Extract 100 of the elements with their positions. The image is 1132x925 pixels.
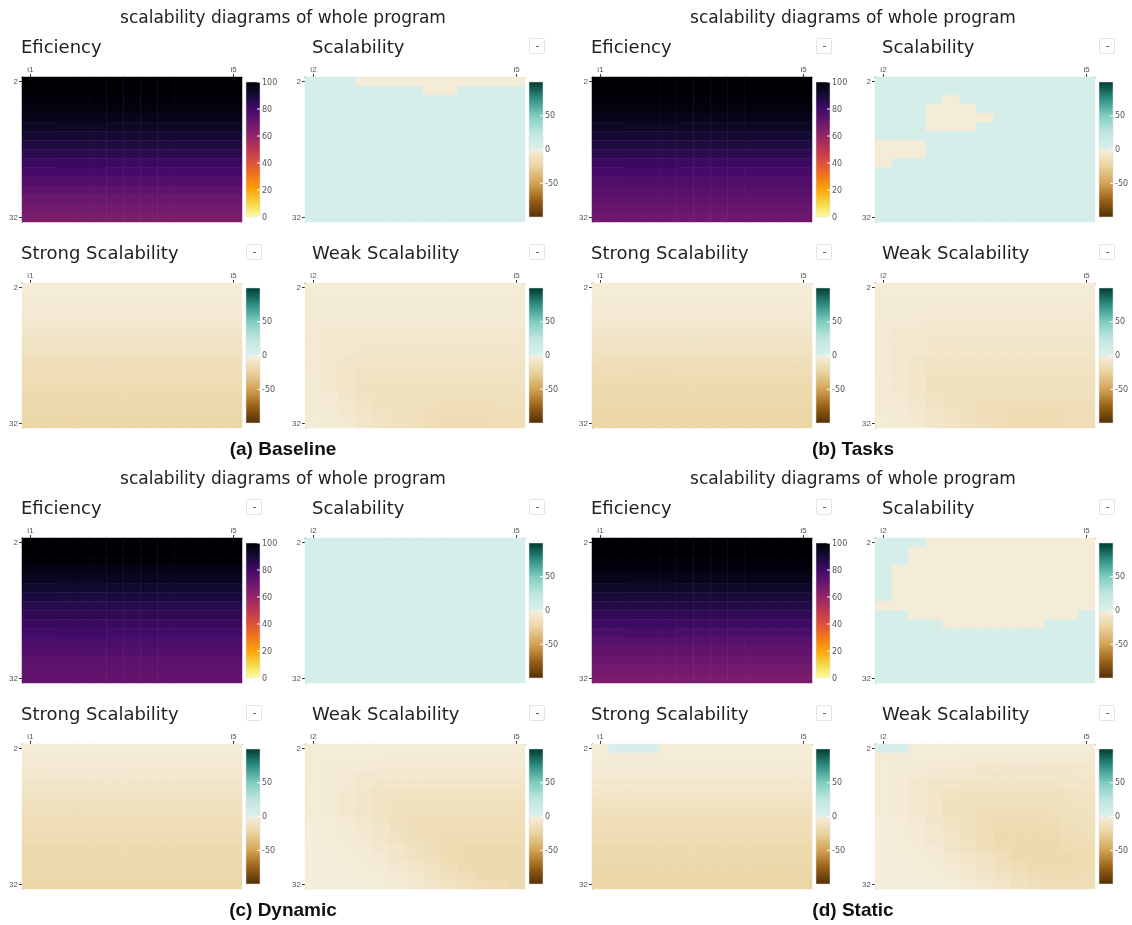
x-tick-label: i5 (513, 731, 521, 741)
chart-title: Weak Scalability (882, 241, 1030, 263)
x-tick-label: i5 (230, 64, 238, 74)
color-bar-label: -50 (832, 384, 846, 394)
color-bar-label: 40 (832, 619, 843, 629)
text: scalability diagrams of whole program (689, 468, 1017, 488)
text: scalability diagrams of whole program (689, 7, 1017, 27)
y-tick-label: 32 (862, 212, 872, 222)
x-tick-label: i5 (230, 270, 238, 280)
chart-title: Strong Scalability (591, 702, 749, 724)
color-bar-label: -50 (545, 384, 559, 394)
x-tick-label: i5 (800, 270, 808, 280)
chart-title: Scalability (882, 35, 975, 57)
color-bar-label: 100 (832, 538, 848, 548)
color-bar-label: 50 (832, 778, 843, 788)
chart-title: Scalability (882, 496, 975, 518)
color-bar-label: 20 (262, 185, 273, 195)
color-bar-label: 0 (1115, 351, 1121, 360)
color-bar-label: 50 (1115, 111, 1126, 121)
chart-title: Eficiency (21, 496, 102, 518)
color-bar-label: 100 (832, 77, 848, 87)
color-bar-label: 60 (262, 131, 273, 141)
color-bar-label: 0 (262, 812, 268, 821)
color-bar-label: 50 (1115, 572, 1126, 582)
chart-title: Strong Scalability (591, 241, 749, 263)
text: (a) Baseline (228, 438, 338, 460)
color-bar-label: 50 (545, 317, 556, 327)
y-tick-label: 2 (866, 77, 872, 87)
color-bar-label: -50 (1115, 178, 1129, 188)
x-tick-label: i5 (513, 525, 521, 535)
color-bar-label: 50 (262, 778, 273, 788)
color-bar-label: -50 (545, 178, 559, 188)
y-tick-label: 32 (862, 673, 872, 683)
x-tick-label: i2 (880, 270, 888, 280)
x-tick-label: i2 (880, 64, 888, 74)
color-bar-label: 0 (832, 351, 838, 360)
color-bar-label: 60 (262, 592, 273, 602)
text: scalability diagrams of whole program (119, 468, 447, 488)
y-tick-label: 32 (579, 879, 589, 889)
color-bar-label: -50 (545, 845, 559, 855)
y-tick-label: 2 (296, 744, 302, 754)
x-tick-label: i5 (1083, 731, 1091, 741)
text: (b) Tasks (811, 438, 895, 460)
x-tick-label: i5 (1083, 525, 1091, 535)
color-bar-label: 50 (1115, 778, 1126, 788)
color-bar-label: 0 (262, 351, 268, 360)
y-tick-label: 2 (13, 77, 19, 87)
y-tick-label: 2 (583, 744, 589, 754)
x-tick-label: i5 (1083, 270, 1091, 280)
color-bar-label: 0 (1115, 606, 1121, 615)
color-bar-label: 40 (832, 158, 843, 168)
color-bar-label: -50 (1115, 845, 1129, 855)
chart-title: Eficiency (21, 35, 102, 57)
color-bar-label: 80 (832, 565, 843, 575)
y-tick-label: 32 (292, 879, 302, 889)
y-tick-label: 2 (866, 744, 872, 754)
y-tick-label: 32 (9, 879, 19, 889)
x-tick-label: i2 (880, 731, 888, 741)
x-tick-label: i5 (800, 64, 808, 74)
color-bar-label: 20 (262, 646, 273, 656)
x-tick-label: i1 (27, 64, 35, 74)
color-bar-label: 60 (832, 592, 843, 602)
y-tick-label: 32 (292, 418, 302, 428)
y-tick-label: 32 (862, 418, 872, 428)
x-tick-label: i5 (1083, 64, 1091, 74)
color-bar-label: 0 (545, 812, 551, 821)
chart-title: Eficiency (591, 496, 672, 518)
y-tick-label: 2 (13, 538, 19, 548)
x-tick-label: i1 (27, 731, 35, 741)
color-bar-label: 0 (832, 212, 838, 222)
x-tick-label: i2 (310, 270, 318, 280)
x-tick-label: i2 (310, 525, 318, 535)
y-tick-label: 2 (866, 283, 872, 293)
chart-title: Strong Scalability (21, 241, 179, 263)
color-bar-label: 50 (545, 572, 556, 582)
x-tick-label: i2 (310, 731, 318, 741)
x-tick-label: i1 (597, 731, 605, 741)
y-tick-label: 2 (296, 77, 302, 87)
color-bar-label: 0 (1115, 145, 1121, 154)
color-bar-label: 80 (262, 565, 273, 575)
y-tick-label: 2 (13, 283, 19, 293)
color-bar-label: 0 (545, 351, 551, 360)
color-bar-label: 50 (1115, 317, 1126, 327)
y-tick-label: 32 (9, 673, 19, 683)
color-bar-label: 40 (262, 158, 273, 168)
y-tick-label: 32 (292, 673, 302, 683)
x-tick-label: i1 (597, 64, 605, 74)
chart-title: Scalability (312, 496, 405, 518)
color-bar-label: 0 (545, 145, 551, 154)
color-bar-label: 100 (262, 77, 278, 87)
y-tick-label: 2 (583, 538, 589, 548)
color-bar-label: -50 (262, 384, 276, 394)
color-bar-label: 0 (832, 812, 838, 821)
chart-title: Scalability (312, 35, 405, 57)
color-bar-label: 50 (832, 317, 843, 327)
y-tick-label: 2 (583, 77, 589, 87)
chart-title: Weak Scalability (312, 702, 460, 724)
x-tick-label: i2 (310, 64, 318, 74)
color-bar-label: 0 (262, 673, 268, 683)
text: (d) Static (811, 899, 895, 921)
